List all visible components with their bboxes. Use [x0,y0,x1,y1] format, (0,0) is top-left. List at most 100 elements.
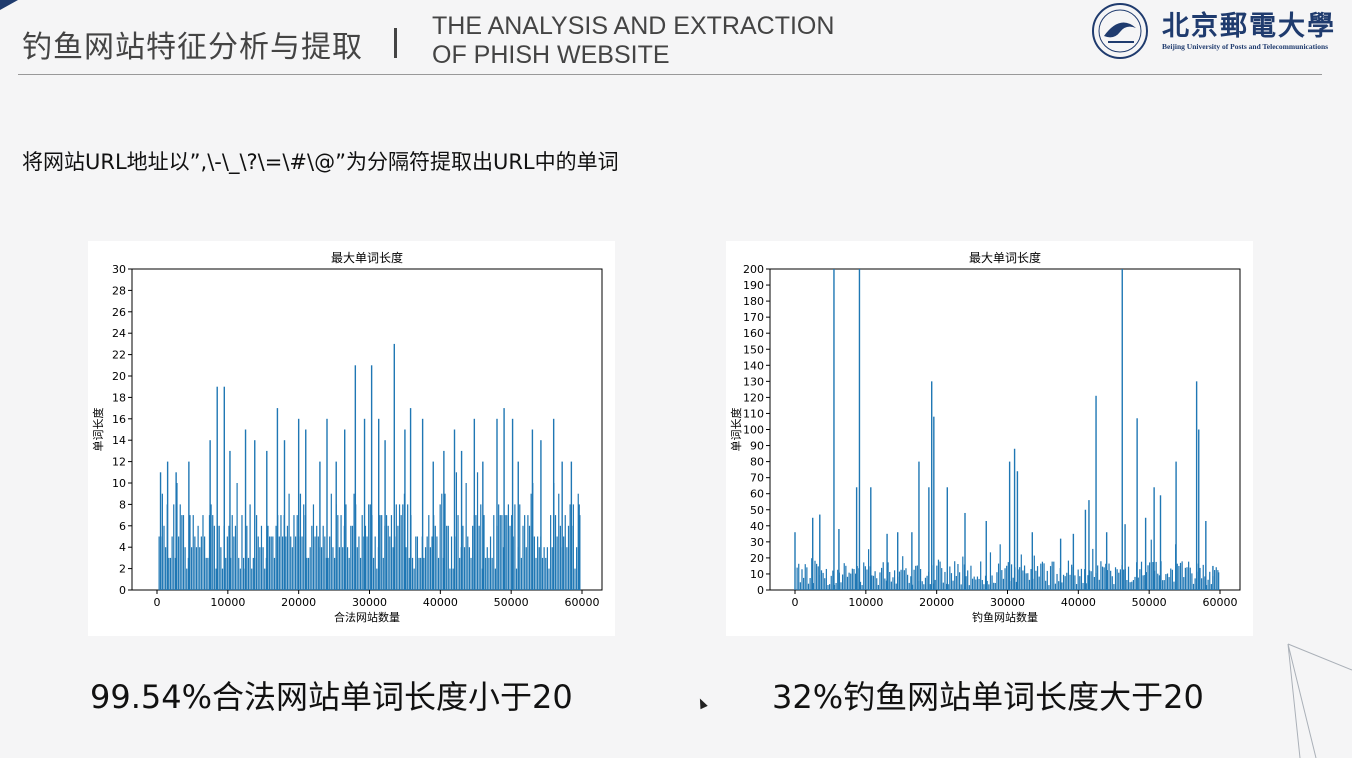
data-bar [1028,579,1031,590]
data-bar-peak [1205,520,1207,590]
data-bar-peak [276,408,279,590]
data-bar [369,504,371,590]
data-bar [173,504,175,590]
data-bar [475,515,477,590]
page-subtitle-en: THE ANALYSIS AND EXTRACTION OF PHISH WEB… [432,12,834,70]
data-bar [1176,563,1178,590]
data-bar-peak [326,418,328,590]
data-bar [804,564,806,590]
data-bar [431,536,433,590]
data-bar-peak [254,440,256,590]
y-tick-label: 30 [750,536,764,549]
data-bar [358,536,360,590]
data-bar-peak [297,418,300,590]
data-bar-peak [1121,269,1123,590]
data-bar [353,493,355,590]
data-bar [814,560,816,590]
data-bar [480,504,482,590]
data-bar [459,557,461,590]
data-bar-peak [354,365,357,590]
y-tick-label: 130 [743,375,764,388]
data-bar-peak [223,386,225,590]
data-bar [395,504,397,590]
page-title: 钓鱼网站特征分析与提取 [22,30,363,65]
data-bar-peak [503,408,505,590]
data-bar [1142,575,1144,590]
data-bar [1110,570,1112,590]
y-tick-label: 6 [119,520,126,533]
data-bar [1064,576,1066,590]
data-bar [439,504,441,590]
data-bar [889,571,891,590]
data-bar [900,569,902,590]
data-bar [507,504,509,590]
data-bar [572,504,574,590]
x-tick-label: 30000 [990,596,1025,609]
data-bar [1186,567,1188,590]
data-bar [1149,562,1151,590]
data-bar-peak [1031,532,1033,590]
data-bar [798,563,800,590]
data-bar [965,576,967,590]
data-bar [1132,580,1135,590]
data-bar [997,563,1000,590]
data-bar [220,547,222,590]
university-logo: 北京郵電大學 Beijing University of Posts and T… [1090,2,1334,60]
data-bar [1194,578,1196,590]
data-bar-peak [216,386,218,590]
data-bar [290,536,292,590]
data-bar [246,525,248,590]
data-bar [1106,570,1109,590]
data-bar-peak [305,429,307,590]
data-bar [543,547,545,590]
data-bar [827,585,829,590]
data-bar [264,568,266,590]
data-bar [811,558,813,590]
data-bar [390,515,393,590]
data-bar [418,557,420,590]
data-bar-peak [1124,524,1126,590]
data-bar [294,536,297,590]
data-bar [1074,575,1076,590]
data-bar-peak [404,429,406,590]
data-bar [434,525,436,590]
data-bar [1075,584,1078,590]
data-bar [981,579,983,590]
data-bar [1210,584,1212,590]
data-bar [903,570,905,590]
data-bar [1079,576,1081,590]
data-bar [288,493,290,590]
data-bar [1127,566,1130,590]
data-bar [213,525,215,590]
data-bar [303,504,305,590]
data-bar [968,585,970,590]
data-bar-peak [897,532,899,590]
y-tick-label: 14 [112,434,126,447]
data-bar [273,557,276,590]
chart-panel-phish: 最大单词长度 0 10 20 30 40 50 60 70 80 90 100 110 120 130 140… [726,241,1253,636]
data-bar-peak [578,504,580,590]
data-bar [506,515,508,590]
data-bar [1173,581,1175,590]
data-bar-peak [175,472,177,590]
data-bar [1025,573,1027,590]
data-bar [504,515,506,590]
data-bar [429,547,432,590]
data-bar-peak [1159,495,1162,590]
data-bar [1100,561,1102,590]
data-bar [941,568,943,590]
data-bar [317,536,319,590]
data-bar [1020,554,1022,590]
data-bar-peak [1008,461,1011,590]
data-bar [509,525,511,590]
data-bar [1058,581,1060,590]
data-bar [1010,564,1013,590]
data-bar-peak [928,487,930,590]
data-bar [204,536,206,590]
data-bar [1002,578,1005,590]
data-bar [902,556,904,590]
data-bar [546,547,548,590]
data-bar [1046,570,1048,590]
data-bar [1056,573,1058,590]
data-bar [494,568,497,590]
